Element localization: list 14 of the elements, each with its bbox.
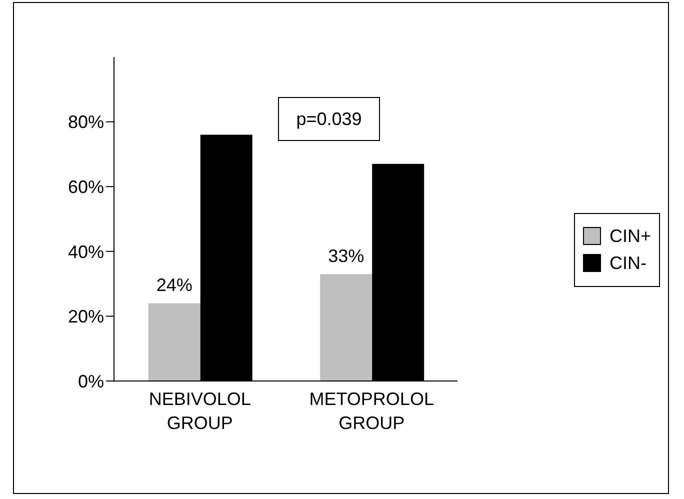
x-tick-label: METOPROLOL GROUP [309, 389, 434, 433]
y-tick-label: 80% [68, 112, 104, 132]
y-tick-label: 60% [68, 176, 104, 197]
x-tick-label: NEBIVOLOL GROUP [148, 389, 251, 433]
annotation: p=0.039 [278, 97, 380, 141]
data-label: 33% [328, 246, 364, 266]
legend-label: CIN- [609, 252, 646, 274]
y-tick-label: 0% [78, 371, 104, 392]
y-tick-label: 20% [68, 306, 104, 327]
legend-label: CIN+ [609, 226, 651, 246]
bar [148, 303, 200, 381]
y-tick-label: 40% [68, 242, 104, 262]
bar [320, 274, 372, 381]
data-label: 24% [156, 275, 192, 296]
